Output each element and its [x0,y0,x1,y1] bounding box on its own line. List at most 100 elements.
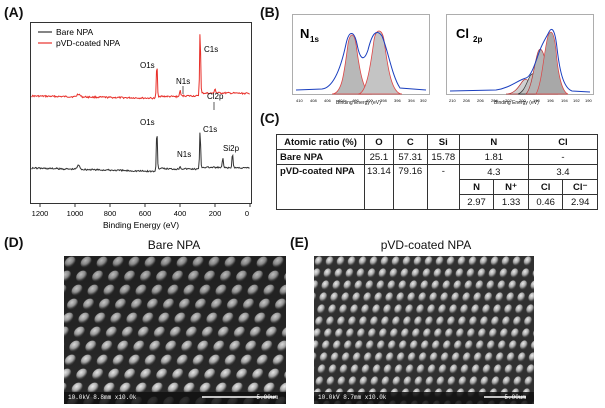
table-header-cell: N [458,134,529,150]
x-tick-800: 800 [104,209,117,218]
cl2p-tick-198: 198 [533,98,540,103]
table-header-cell: C [392,134,428,150]
cl2p-tick-196: 196 [547,98,554,103]
n1s-xlabel: Binding Energy (eV) [336,100,381,106]
table-row-label: Bare NPA [276,149,365,165]
sem-info-bare: 10.0kV 8.8mm x10.0k [68,394,137,401]
sem-scale-bare: 5.00um [256,394,278,401]
table-subheader-row: N N⁺ Cl Cl⁻ [277,179,598,195]
cl2p-tick-210: 210 [449,98,456,103]
peak-label-cl2p-coated: Cl2p [207,92,224,101]
cl2p-spectrum-chart: Cl 2p 210 208 206 204 202 200 198 196 19… [446,14,594,103]
cl2p-tick-200: 200 [519,98,526,103]
peak-label-c1s-bare: C1s [203,125,217,134]
table-cell: 25.1 [364,149,394,165]
n1s-tick-392: 392 [420,98,427,103]
panel-label-e: (E) [290,234,309,250]
x-tick-0: 0 [245,209,249,218]
sem-pillars-coated [314,256,534,404]
peak-label-o1s-bare: O1s [140,118,155,127]
atomic-ratio-table: Atomic ratio (%) O C Si N Cl Bare NPA 25… [276,134,599,210]
n1s-tick-410: 410 [296,98,303,103]
table-cell: - [426,164,460,210]
table-cell: 0.46 [527,194,564,210]
table-header-cell: Atomic ratio (%) [276,134,365,150]
sem-title-coated: pVD-coated NPA [380,238,472,252]
x-tick-200: 200 [209,209,222,218]
table-cell: 13.14 [364,164,394,210]
sem-info-coated: 10.0kV 8.7mm x10.0k [318,394,387,401]
panel-label-b: (B) [260,4,280,20]
table-subheader-cell: N⁺ [493,179,529,195]
table-cell: 4.3 [458,164,529,180]
panel-label-a: (A) [4,4,24,20]
cl2p-title: Cl [456,26,469,41]
n1s-tick-404: 404 [338,98,345,103]
table-cell: 2.94 [562,194,598,210]
n1s-spectrum-chart: N 1s 410 408 406 404 402 400 398 396 394… [292,14,430,103]
x-tick-1200: 1200 [32,209,49,218]
cl2p-xlabel: Binding Energy (eV) [494,100,539,106]
table-header-cell: O [364,134,394,150]
cl2p-tick-208: 208 [463,98,470,103]
cl2p-title-sub: 2p [473,35,482,44]
n1s-tick-402: 402 [352,98,359,103]
n1s-tick-400: 400 [366,98,373,103]
n1s-tick-396: 396 [394,98,401,103]
n1s-tick-394: 394 [408,98,415,103]
cl2p-tick-204: 204 [491,98,498,103]
panel-label-d: (D) [4,234,24,250]
legend-label-coated: pVD-coated NPA [56,38,120,48]
table-cell: 1.81 [458,149,529,165]
legend-label-bare: Bare NPA [56,27,93,37]
cl2p-tick-192: 192 [573,98,580,103]
cl2p-tick-202: 202 [505,98,512,103]
sem-image-coated: 10.0kV 8.7mm x10.0k 5.00um [314,256,534,404]
x-tick-600: 600 [139,209,152,218]
table-subheader-cell: Cl [527,179,564,195]
n1s-tick-406: 406 [324,98,331,103]
sem-scale-coated: 5.00um [504,394,526,401]
cl2p-tick-194: 194 [561,98,568,103]
peak-label-si2p-bare: Si2p [223,144,240,153]
table-row: pVD-coated NPA 13.14 79.16 - 4.3 3.4 [276,164,599,210]
n1s-component-2 [357,30,403,95]
n1s-component-1 [331,34,373,95]
xps-survey-chart: Bare NPA pVD-coated NPA O1s N1s C1s Cl2p… [30,22,252,230]
sem-pillars-bare [64,256,286,404]
sem-image-bare: 10.0kV 8.8mm x10.0k 5.00um [64,256,286,404]
n1s-tick-408: 408 [310,98,317,103]
table-cell: 57.31 [392,149,428,165]
table-header-cell: Cl [527,134,599,150]
table-cell: - [527,149,599,165]
n1s-title: N [300,26,309,41]
x-axis-label: Binding Energy (eV) [103,220,179,230]
table-subvalue-row: 2.97 1.33 0.46 2.94 [277,194,598,210]
cl2p-component-4 [535,31,569,95]
table-row-label: pVD-coated NPA [276,164,365,210]
table-subheader-cell: Cl⁻ [562,179,598,195]
peak-label-n1s-coated: N1s [176,77,190,86]
table-cell: 79.16 [392,164,428,210]
x-tick-400: 400 [174,209,187,218]
n1s-tick-398: 398 [380,98,387,103]
peak-label-o1s-coated: O1s [140,61,155,70]
n1s-title-sub: 1s [310,35,319,44]
table-subheader-cell: N [458,179,495,195]
cl2p-envelope [449,28,591,93]
cl2p-tick-190: 190 [585,98,592,103]
table-row: Bare NPA 25.1 57.31 15.78 1.81 - [276,149,599,165]
table-cell: 3.4 [527,164,599,180]
x-axis-ticks [39,203,251,207]
spectrum-coated [31,34,250,100]
table-header-row: Atomic ratio (%) O C Si N Cl [276,134,599,150]
sem-title-bare: Bare NPA [147,238,201,252]
spectrum-bare [31,132,250,173]
table-cell: 1.33 [493,194,529,210]
table-cell: 2.97 [458,194,495,210]
cl2p-tick-206: 206 [477,98,484,103]
n1s-envelope [295,32,427,91]
x-tick-1000: 1000 [67,209,84,218]
peak-label-c1s-coated: C1s [204,45,218,54]
table-header-cell: Si [426,134,460,150]
